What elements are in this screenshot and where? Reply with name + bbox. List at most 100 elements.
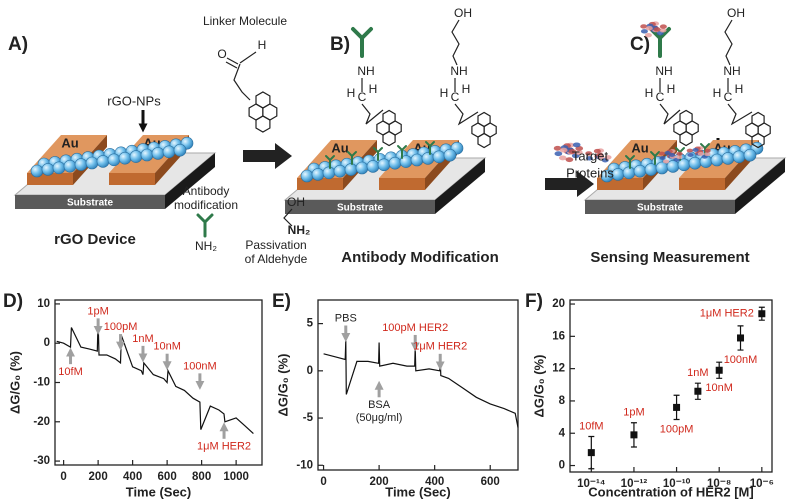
electrode-label: Au [631, 140, 648, 155]
label: H [258, 38, 267, 52]
protein [640, 24, 648, 29]
y-tick-label: 4 [559, 427, 566, 439]
panel-caption: rGO Device [54, 231, 136, 248]
protein [575, 150, 583, 155]
protein [558, 155, 567, 161]
nanoparticle [162, 145, 176, 159]
data-point [737, 334, 745, 342]
chem-label: NH [723, 64, 740, 78]
substrate-front [585, 200, 735, 214]
antibody [325, 155, 335, 169]
x-tick-label: 10⁻¹⁴ [577, 478, 606, 490]
chem-label: NH [450, 64, 467, 78]
electrode-front [109, 173, 155, 185]
x-tick-label: 200 [370, 476, 389, 488]
nanoparticle [63, 159, 77, 173]
nanoparticle [107, 153, 121, 167]
substrate-label: Substrate [637, 203, 684, 214]
y-tick-label: -10 [33, 377, 50, 389]
antibody [625, 155, 635, 169]
y-tick-label: 0 [559, 460, 565, 472]
protein [559, 147, 568, 153]
chem-label: OH [727, 6, 745, 20]
label: Passivation [245, 238, 306, 252]
annotation-label: 1pM [87, 305, 108, 317]
y-tick-label: 10 [37, 298, 50, 310]
nanoparticle [721, 152, 735, 165]
nanoparticle [300, 169, 314, 183]
nanoparticle [344, 163, 358, 176]
nanoparticle [322, 166, 336, 180]
pyrene-ring [679, 109, 693, 126]
nanoparticle [443, 148, 457, 162]
antibody [351, 27, 373, 58]
substrate-front [285, 200, 435, 214]
y-axis-label: ΔG/G₀ (%) [7, 351, 22, 414]
x-tick-label: 10⁻⁸ [707, 478, 731, 490]
x-tick-label: 400 [123, 471, 142, 483]
label: NH₂ [195, 239, 217, 253]
nanoparticle [96, 155, 110, 168]
x-tick-label: 10⁻¹² [621, 478, 648, 490]
nanoparticle [732, 150, 746, 164]
plot-frame [569, 299, 773, 473]
nanoparticle [151, 147, 165, 160]
nanoparticle [388, 156, 402, 170]
substrate-side [435, 158, 485, 214]
chem-label: C [724, 90, 733, 104]
nanoparticle [129, 150, 143, 163]
x-tick-label: 10⁻⁶ [750, 478, 774, 490]
protein [686, 148, 694, 153]
x-tick-label: 600 [158, 471, 177, 483]
x-tick-label: 0 [320, 476, 326, 488]
panel-label: B) [330, 34, 350, 55]
y-tick-label: -20 [33, 416, 50, 428]
bond [724, 19, 733, 66]
protein [659, 28, 667, 33]
point-label: 100pM [660, 423, 694, 435]
nanoparticle [655, 161, 669, 175]
x-axis-label: Time (Sec) [126, 484, 192, 499]
protein [640, 29, 648, 34]
antibody [373, 147, 383, 161]
y-tick-label: 0 [307, 365, 313, 377]
y-tick-label: 8 [559, 395, 566, 407]
device: SubstrateAuAu [13, 135, 217, 209]
chem-label: C [451, 90, 460, 104]
protein [676, 155, 683, 160]
protein [653, 27, 661, 32]
panel-label: F) [525, 291, 543, 312]
antibody [397, 145, 407, 159]
electrode-front [379, 178, 425, 190]
substrate-side [165, 153, 215, 209]
pyrene-ring [679, 130, 693, 147]
panel-caption: Antibody Modification [341, 249, 498, 266]
substrate-label: Substrate [337, 203, 384, 214]
nanoparticle [333, 164, 347, 178]
nanoparticle [644, 163, 658, 176]
x-tick-label: 0 [60, 471, 66, 483]
protein [664, 151, 671, 155]
protein [585, 151, 593, 156]
protein [604, 155, 612, 160]
chem-label: H [645, 86, 654, 100]
antibody [425, 141, 435, 155]
nanoparticle [85, 156, 99, 170]
chem-label: H [369, 82, 378, 96]
y-tick-label: 0 [44, 337, 50, 349]
pyrene-ring [751, 111, 765, 128]
bond [451, 19, 460, 66]
data-line [323, 340, 519, 428]
pyrene-ring [477, 111, 491, 128]
annotation-label: (50μg/ml) [356, 412, 403, 424]
nanoparticle [633, 164, 647, 178]
pyrene-ring [477, 132, 491, 149]
annotation-label: 100nM [183, 360, 217, 372]
data-point [587, 449, 595, 457]
panel-caption: Sensing Measurement [590, 249, 749, 266]
pyrene-ring [255, 91, 271, 109]
panel-label: D) [3, 291, 23, 312]
nanoparticle [355, 161, 369, 175]
electrode-label: Au [331, 140, 348, 155]
